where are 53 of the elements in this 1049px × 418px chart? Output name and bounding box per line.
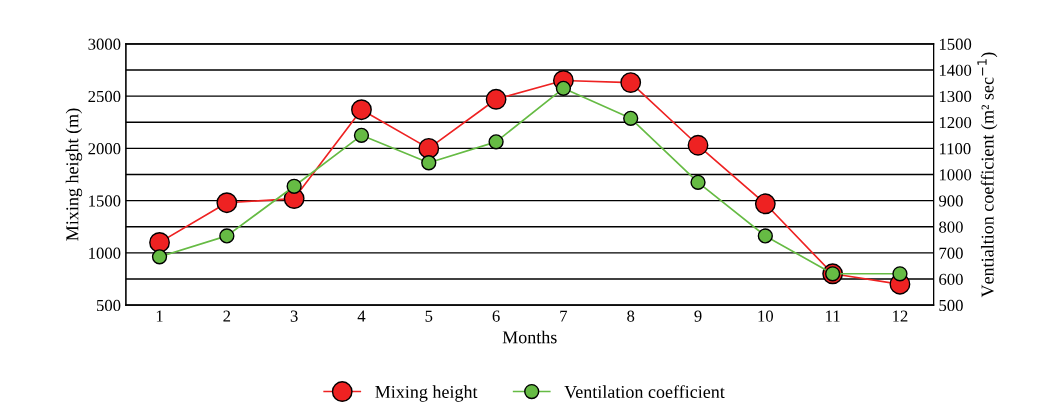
y-tick-label: 500 <box>96 299 121 312</box>
y2-tick-label: 1100 <box>939 143 971 155</box>
x-tick-label: 11 <box>826 310 840 322</box>
y-tick-label: 2000 <box>88 143 121 155</box>
point <box>216 192 238 214</box>
point <box>757 228 773 244</box>
point <box>286 178 302 194</box>
point <box>219 228 235 244</box>
y2-tick-label: 900 <box>939 195 963 207</box>
y2-tick-label: 1300 <box>939 90 972 103</box>
y2-tick-label: 600 <box>939 273 963 285</box>
y-axis-title: Mixing height (m) <box>65 108 83 241</box>
legend-label: Mixing height <box>375 385 478 402</box>
x-tick-label: 7 <box>560 310 568 322</box>
point <box>353 127 370 143</box>
y2-tick-label: 1400 <box>939 64 972 76</box>
x-tick-label: 1 <box>156 310 163 322</box>
point <box>555 80 572 96</box>
point <box>151 249 168 265</box>
point <box>149 232 170 253</box>
x-tick-label: 9 <box>694 310 702 322</box>
point <box>892 266 908 282</box>
y2-tick-label: 700 <box>939 247 963 259</box>
y2-tick-label: 1500 <box>939 38 972 50</box>
x-tick-label: 5 <box>425 310 433 322</box>
y2-tick-label: 800 <box>939 221 963 233</box>
y2-axis-title: Ventialtion coefficient (m² sec$^{−1}$) <box>977 52 998 298</box>
y2-tick-label: 1000 <box>939 169 972 181</box>
y2-tick-label: 1200 <box>939 116 972 129</box>
legend-label: Ventilation coefficient <box>564 385 725 399</box>
x-tick-label: 8 <box>627 310 635 322</box>
y-tick-label: 1000 <box>89 247 121 259</box>
point <box>421 155 437 171</box>
x-tick-label: 3 <box>290 310 298 322</box>
point <box>351 99 372 121</box>
x-tick-label: 10 <box>758 310 774 322</box>
point <box>754 193 776 215</box>
x-tick-label: 4 <box>357 310 366 322</box>
y-tick-label: 2500 <box>88 90 121 103</box>
x-axis-title: Months <box>502 330 557 344</box>
point <box>623 110 639 126</box>
y-tick-label: 1500 <box>89 195 121 207</box>
y2-tick-label: 500 <box>939 299 963 312</box>
point <box>418 137 440 159</box>
x-tick-label: 2 <box>223 310 231 322</box>
y-tick-label: 3000 <box>88 38 121 50</box>
point <box>620 72 642 93</box>
x-tick-label: 6 <box>492 310 500 322</box>
point <box>687 134 709 156</box>
point <box>488 134 504 150</box>
point <box>690 174 706 190</box>
x-tick-label: 12 <box>893 310 908 322</box>
point <box>485 88 507 110</box>
